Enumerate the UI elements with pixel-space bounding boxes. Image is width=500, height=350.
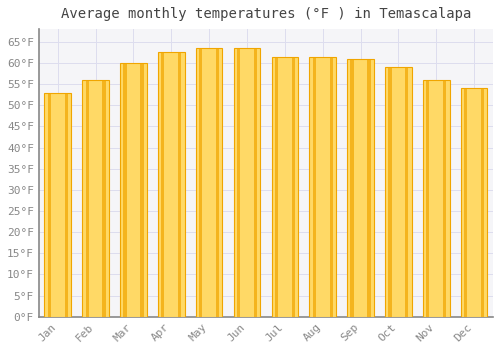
Bar (48, 92, 51, 317)
Bar (237, 48, 240, 317)
Bar (310, 57, 336, 317)
Bar (481, 88, 484, 317)
Bar (196, 48, 222, 317)
Bar (423, 80, 450, 317)
Bar (312, 57, 316, 317)
Bar (368, 59, 370, 317)
Bar (102, 80, 106, 317)
Bar (464, 88, 467, 317)
Bar (272, 57, 298, 317)
Bar (461, 88, 487, 317)
Bar (44, 92, 71, 317)
Bar (178, 52, 182, 317)
Bar (348, 59, 374, 317)
Bar (350, 59, 354, 317)
Bar (275, 57, 278, 317)
Bar (86, 80, 88, 317)
Bar (385, 67, 411, 317)
Bar (158, 52, 184, 317)
Bar (161, 52, 164, 317)
Bar (443, 80, 446, 317)
Bar (292, 57, 295, 317)
Bar (82, 80, 109, 317)
Bar (426, 80, 430, 317)
Bar (124, 63, 126, 317)
Bar (234, 48, 260, 317)
Bar (199, 48, 202, 317)
Bar (406, 67, 408, 317)
Bar (330, 57, 333, 317)
Title: Average monthly temperatures (°F ) in Temascalapa: Average monthly temperatures (°F ) in Te… (60, 7, 471, 21)
Bar (64, 92, 68, 317)
Bar (120, 63, 146, 317)
Bar (216, 48, 219, 317)
Bar (388, 67, 392, 317)
Bar (254, 48, 257, 317)
Bar (140, 63, 143, 317)
